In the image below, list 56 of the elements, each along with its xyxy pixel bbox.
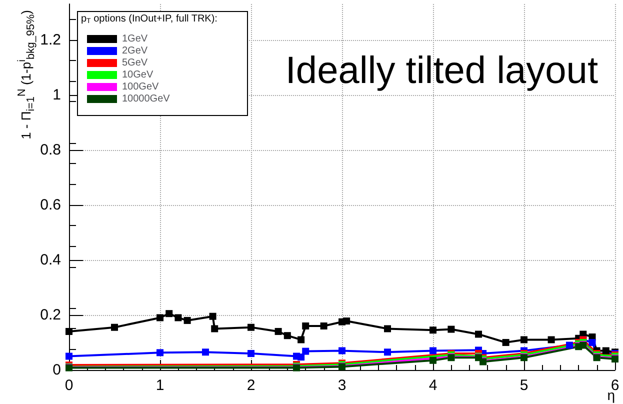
annotation: Ideally tilted layout [285,50,598,92]
x-tick-label: 2 [246,377,256,394]
legend-label: 2GeV [122,46,148,56]
x-tick-label: 5 [520,377,528,394]
point [298,354,305,361]
x-tick-label: 6 [610,377,620,394]
point [430,356,436,364]
point [302,322,310,330]
point [520,336,528,344]
y-tick-label: 0.8 [40,141,61,158]
legend-label: 5GeV [122,58,148,68]
point [209,312,216,320]
legend-label: 10000GeV [122,94,170,104]
y-tick-label: 1.2 [40,31,61,48]
point [302,348,310,355]
point [66,352,72,360]
x-tick-label: 0 [64,377,74,394]
point [338,347,346,354]
x-tick-label: 4 [428,377,438,394]
point [320,322,328,330]
point [174,314,182,322]
point [448,326,455,333]
point [384,348,391,356]
y-tick-label: 0.2 [40,306,61,324]
point [430,326,436,334]
point [384,325,391,332]
point [284,332,291,340]
point [156,349,164,356]
point [111,324,118,331]
point [566,342,573,349]
y-tick-label: 0.6 [40,196,61,214]
point [202,348,209,356]
x-tick-label: 1 [156,377,164,394]
point [298,336,305,344]
point [475,330,482,338]
point [248,350,254,357]
point [211,325,218,332]
legend-label: 1GeV [122,34,148,44]
y-tick-label: 0 [52,362,61,378]
point [156,314,164,322]
point [66,328,72,335]
legend-label: 100GeV [122,82,160,92]
y-tick-label: 0.4 [40,251,61,268]
point [166,310,173,318]
point [343,318,350,325]
point [588,338,596,346]
point [184,316,191,324]
point [548,336,555,344]
point [248,324,254,331]
point [602,347,610,354]
y-tick-label: 1 [52,86,61,104]
point [502,338,510,346]
point [274,328,282,335]
point [430,347,436,354]
legend-label: 10GeV [122,70,154,80]
x-tick-label: 3 [338,377,346,394]
